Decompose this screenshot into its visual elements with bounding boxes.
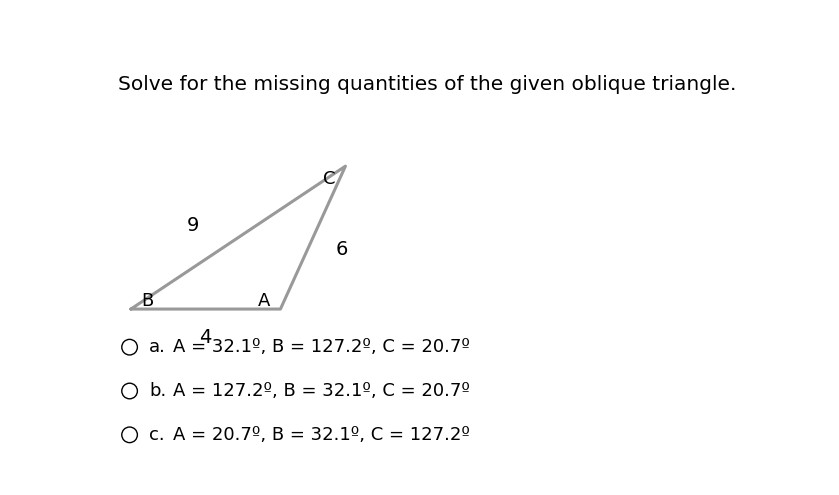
Text: B: B	[141, 293, 154, 310]
Text: 9: 9	[187, 216, 199, 235]
Text: 6: 6	[336, 241, 348, 259]
Text: Solve for the missing quantities of the given oblique triangle.: Solve for the missing quantities of the …	[117, 75, 737, 94]
Text: a.: a.	[149, 338, 166, 356]
Text: C: C	[323, 170, 336, 189]
Text: A = 20.7º, B = 32.1º, C = 127.2º: A = 20.7º, B = 32.1º, C = 127.2º	[173, 426, 470, 444]
Text: c.: c.	[149, 426, 164, 444]
Text: 4: 4	[200, 328, 211, 347]
Text: A: A	[258, 293, 270, 310]
Text: A = 32.1º, B = 127.2º, C = 20.7º: A = 32.1º, B = 127.2º, C = 20.7º	[173, 338, 470, 356]
Text: A = 127.2º, B = 32.1º, C = 20.7º: A = 127.2º, B = 32.1º, C = 20.7º	[173, 382, 470, 400]
Text: b.: b.	[149, 382, 166, 400]
